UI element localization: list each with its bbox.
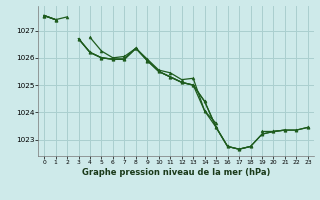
X-axis label: Graphe pression niveau de la mer (hPa): Graphe pression niveau de la mer (hPa) (82, 168, 270, 177)
